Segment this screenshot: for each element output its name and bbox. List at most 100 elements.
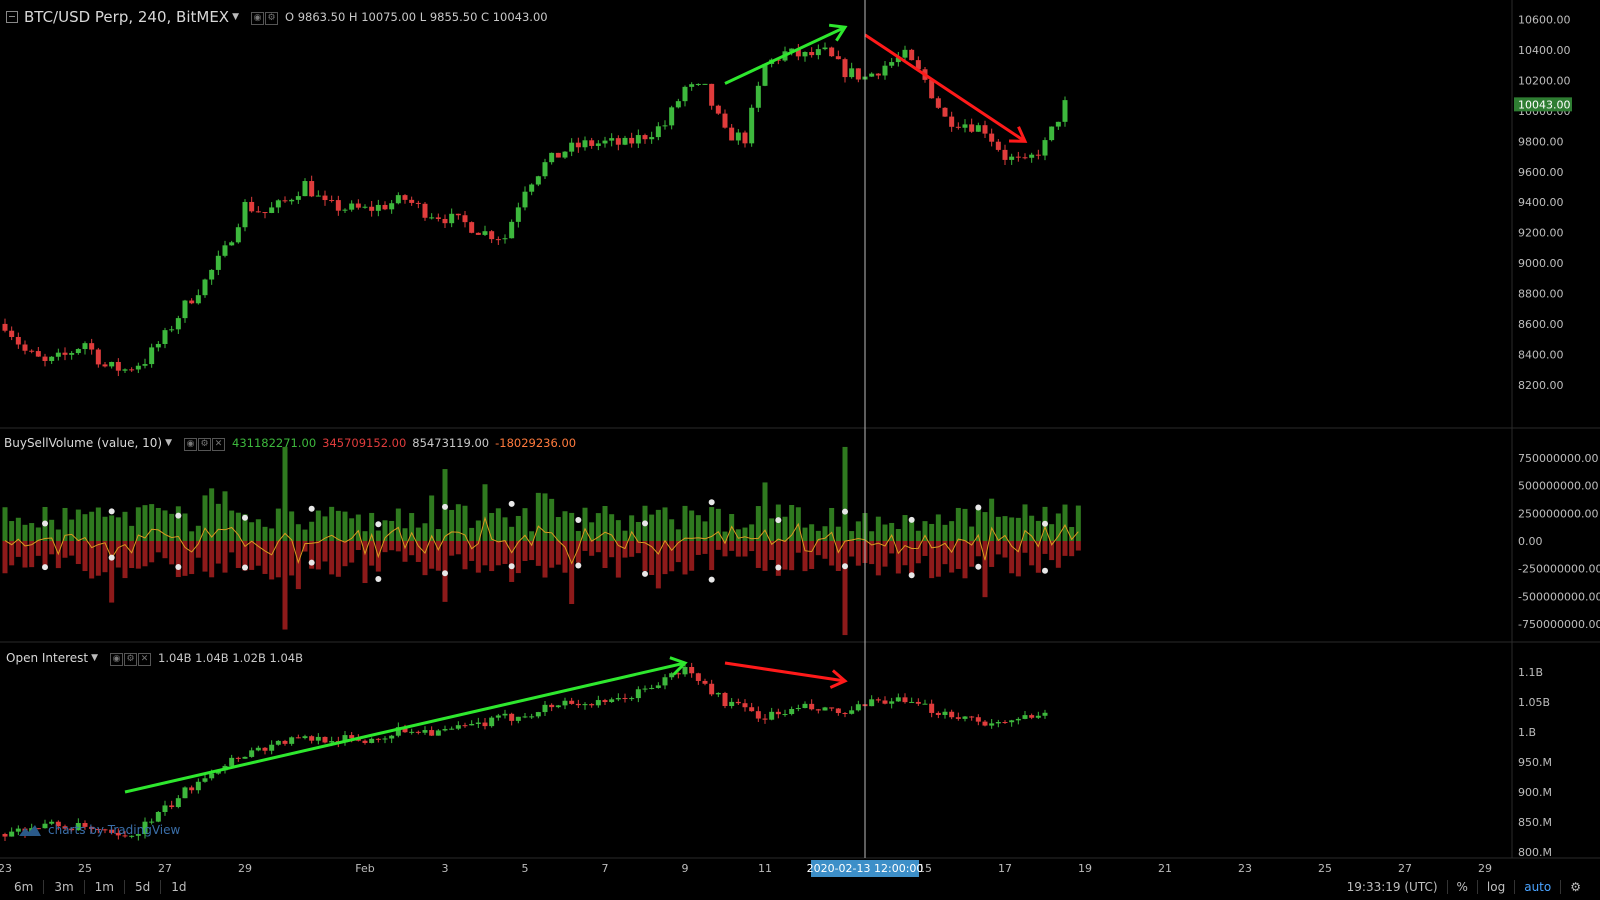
sell-volume-bar bbox=[15, 541, 21, 557]
candle-body bbox=[415, 202, 421, 204]
oi-candle-body bbox=[315, 736, 321, 741]
tradingview-watermark[interactable]: charts by TradingView bbox=[18, 823, 180, 837]
eye-icon[interactable]: ◉ bbox=[110, 653, 124, 666]
oi-candle-body bbox=[1002, 722, 1008, 724]
buy-volume-bar bbox=[509, 526, 515, 541]
sell-volume-bar bbox=[675, 541, 681, 563]
oi-candle-body bbox=[489, 717, 495, 727]
oi-candle-body bbox=[129, 835, 135, 837]
sell-volume-bar bbox=[695, 541, 701, 555]
time-tick-label: 15 bbox=[918, 862, 932, 875]
buy-volume-bar bbox=[629, 515, 635, 541]
sell-volume-bar bbox=[822, 541, 828, 559]
buy-volume-bar bbox=[962, 508, 968, 541]
timeframe-button[interactable]: 3m bbox=[44, 880, 85, 894]
buy-volume-bar bbox=[809, 524, 815, 541]
sell-volume-bar bbox=[709, 541, 715, 571]
buy-volume-bar bbox=[435, 529, 441, 541]
candle-body bbox=[582, 140, 588, 148]
oi-candle-body bbox=[342, 735, 348, 743]
oi-candle-body bbox=[869, 699, 875, 707]
buy-volume-bar bbox=[915, 530, 921, 541]
candle-body bbox=[1022, 157, 1028, 159]
timeframe-button[interactable]: 5d bbox=[125, 880, 162, 894]
collapse-icon[interactable] bbox=[6, 11, 18, 23]
sell-volume-bar bbox=[249, 541, 255, 570]
chevron-down-icon[interactable]: ▼ bbox=[165, 438, 173, 448]
settings-icon[interactable]: ⚙ bbox=[265, 12, 279, 25]
sell-volume-bar bbox=[669, 541, 675, 572]
eye-icon[interactable]: ◉ bbox=[184, 438, 198, 451]
oi-candle-body bbox=[815, 709, 821, 711]
candle-body bbox=[242, 201, 248, 228]
buy-volume-bar bbox=[115, 517, 121, 541]
candle-body bbox=[109, 361, 115, 367]
sell-volume-bar bbox=[1029, 541, 1035, 566]
buy-volume-bar bbox=[502, 517, 508, 541]
settings-icon[interactable]: ⚙ bbox=[124, 653, 138, 666]
sell-volume-bar bbox=[129, 541, 135, 568]
buy-volume-bar bbox=[1015, 517, 1021, 541]
signal-dot bbox=[108, 554, 115, 561]
eye-icon[interactable]: ◉ bbox=[251, 12, 265, 25]
oi-candle-body bbox=[202, 778, 208, 782]
sell-volume-bar bbox=[1022, 541, 1028, 553]
buy-volume-bar bbox=[522, 508, 528, 541]
timeframe-button[interactable]: 1d bbox=[171, 880, 187, 894]
signal-dot bbox=[775, 564, 782, 571]
close-icon[interactable]: ✕ bbox=[212, 438, 226, 451]
sell-volume-bar bbox=[882, 541, 888, 567]
candle-body bbox=[9, 330, 15, 337]
buy-volume-bar bbox=[189, 531, 195, 541]
clock-readout[interactable]: 19:33:19 (UTC) bbox=[1346, 880, 1438, 894]
buy-volume-bar bbox=[329, 506, 335, 541]
symbol-title[interactable]: BTC/USD Perp, 240, BitMEX bbox=[24, 8, 230, 26]
gear-icon[interactable]: ⚙ bbox=[1560, 880, 1590, 894]
candle-body bbox=[169, 329, 175, 331]
indicator-title[interactable]: Open Interest bbox=[6, 651, 89, 665]
candle-body bbox=[322, 195, 328, 201]
buy-volume-bar bbox=[255, 519, 261, 541]
volume-tick-label: 0.00 bbox=[1518, 535, 1543, 548]
indicator-title[interactable]: BuySellVolume (value, 10) bbox=[4, 436, 163, 450]
buy-volume-bar bbox=[155, 507, 161, 541]
signal-dot bbox=[442, 503, 448, 510]
timeframe-button[interactable]: 6m bbox=[0, 880, 45, 894]
sell-volume-bar bbox=[522, 541, 528, 561]
signal-dot bbox=[575, 562, 582, 569]
auto-toggle[interactable]: auto bbox=[1514, 880, 1560, 894]
sell-volume-bar bbox=[369, 541, 375, 566]
settings-icon[interactable]: ⚙ bbox=[198, 438, 212, 451]
percent-toggle[interactable]: % bbox=[1446, 880, 1477, 894]
timeframe-button[interactable]: 1m bbox=[85, 880, 125, 894]
buy-volume-bar bbox=[515, 515, 521, 541]
oi-candle-body bbox=[309, 736, 315, 741]
candle-body bbox=[762, 63, 768, 86]
signal-dot bbox=[908, 572, 915, 579]
buy-volume-bar bbox=[955, 507, 961, 541]
sell-volume-bar bbox=[475, 541, 481, 573]
candle-body bbox=[982, 125, 988, 134]
candle-body bbox=[142, 364, 148, 366]
sell-volume-bar bbox=[329, 541, 335, 575]
sell-volume-bar bbox=[642, 541, 648, 571]
buy-volume-bar bbox=[542, 493, 548, 541]
chevron-down-icon[interactable]: ▼ bbox=[232, 12, 240, 22]
oi-candle-body bbox=[302, 736, 308, 739]
close-icon[interactable]: ✕ bbox=[138, 653, 152, 666]
candle-body bbox=[975, 125, 981, 132]
chevron-down-icon[interactable]: ▼ bbox=[91, 653, 99, 663]
buy-volume-bar bbox=[62, 507, 68, 541]
candle-body bbox=[629, 137, 635, 144]
buy-volume-bar bbox=[175, 506, 181, 541]
buy-volume-bar bbox=[475, 520, 481, 541]
oi-candle-body bbox=[1009, 720, 1015, 723]
log-toggle[interactable]: log bbox=[1476, 880, 1514, 894]
candle-body bbox=[589, 140, 595, 146]
candle-body bbox=[1029, 154, 1035, 158]
oi-candle-body bbox=[689, 666, 695, 674]
buy-volume-bar bbox=[1002, 516, 1008, 541]
sell-volume-bar bbox=[449, 541, 455, 556]
oi-candle-body bbox=[242, 756, 248, 759]
